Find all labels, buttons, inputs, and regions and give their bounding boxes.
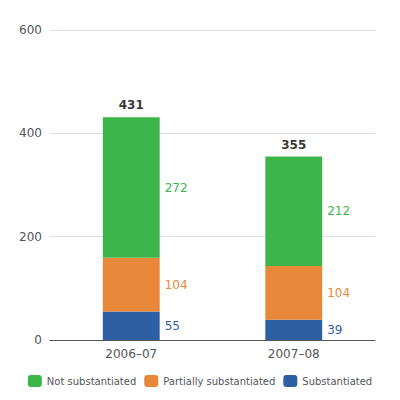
svg-text:212: 212 xyxy=(327,204,350,218)
svg-text:104: 104 xyxy=(165,278,188,292)
svg-text:200: 200 xyxy=(19,230,42,244)
svg-text:55: 55 xyxy=(165,319,180,333)
svg-text:431: 431 xyxy=(119,98,144,112)
svg-text:355: 355 xyxy=(281,138,306,152)
svg-text:Partially substantiated: Partially substantiated xyxy=(163,376,275,387)
svg-text:2007–08: 2007–08 xyxy=(268,347,320,361)
svg-text:0: 0 xyxy=(34,333,42,347)
svg-text:400: 400 xyxy=(19,126,42,140)
svg-text:2006–07: 2006–07 xyxy=(105,347,157,361)
svg-text:Not substantiated: Not substantiated xyxy=(47,376,136,387)
svg-text:39: 39 xyxy=(327,323,342,337)
svg-text:272: 272 xyxy=(165,181,188,195)
svg-text:Substantiated: Substantiated xyxy=(302,376,372,387)
svg-text:600: 600 xyxy=(19,23,42,37)
svg-text:104: 104 xyxy=(327,286,350,300)
